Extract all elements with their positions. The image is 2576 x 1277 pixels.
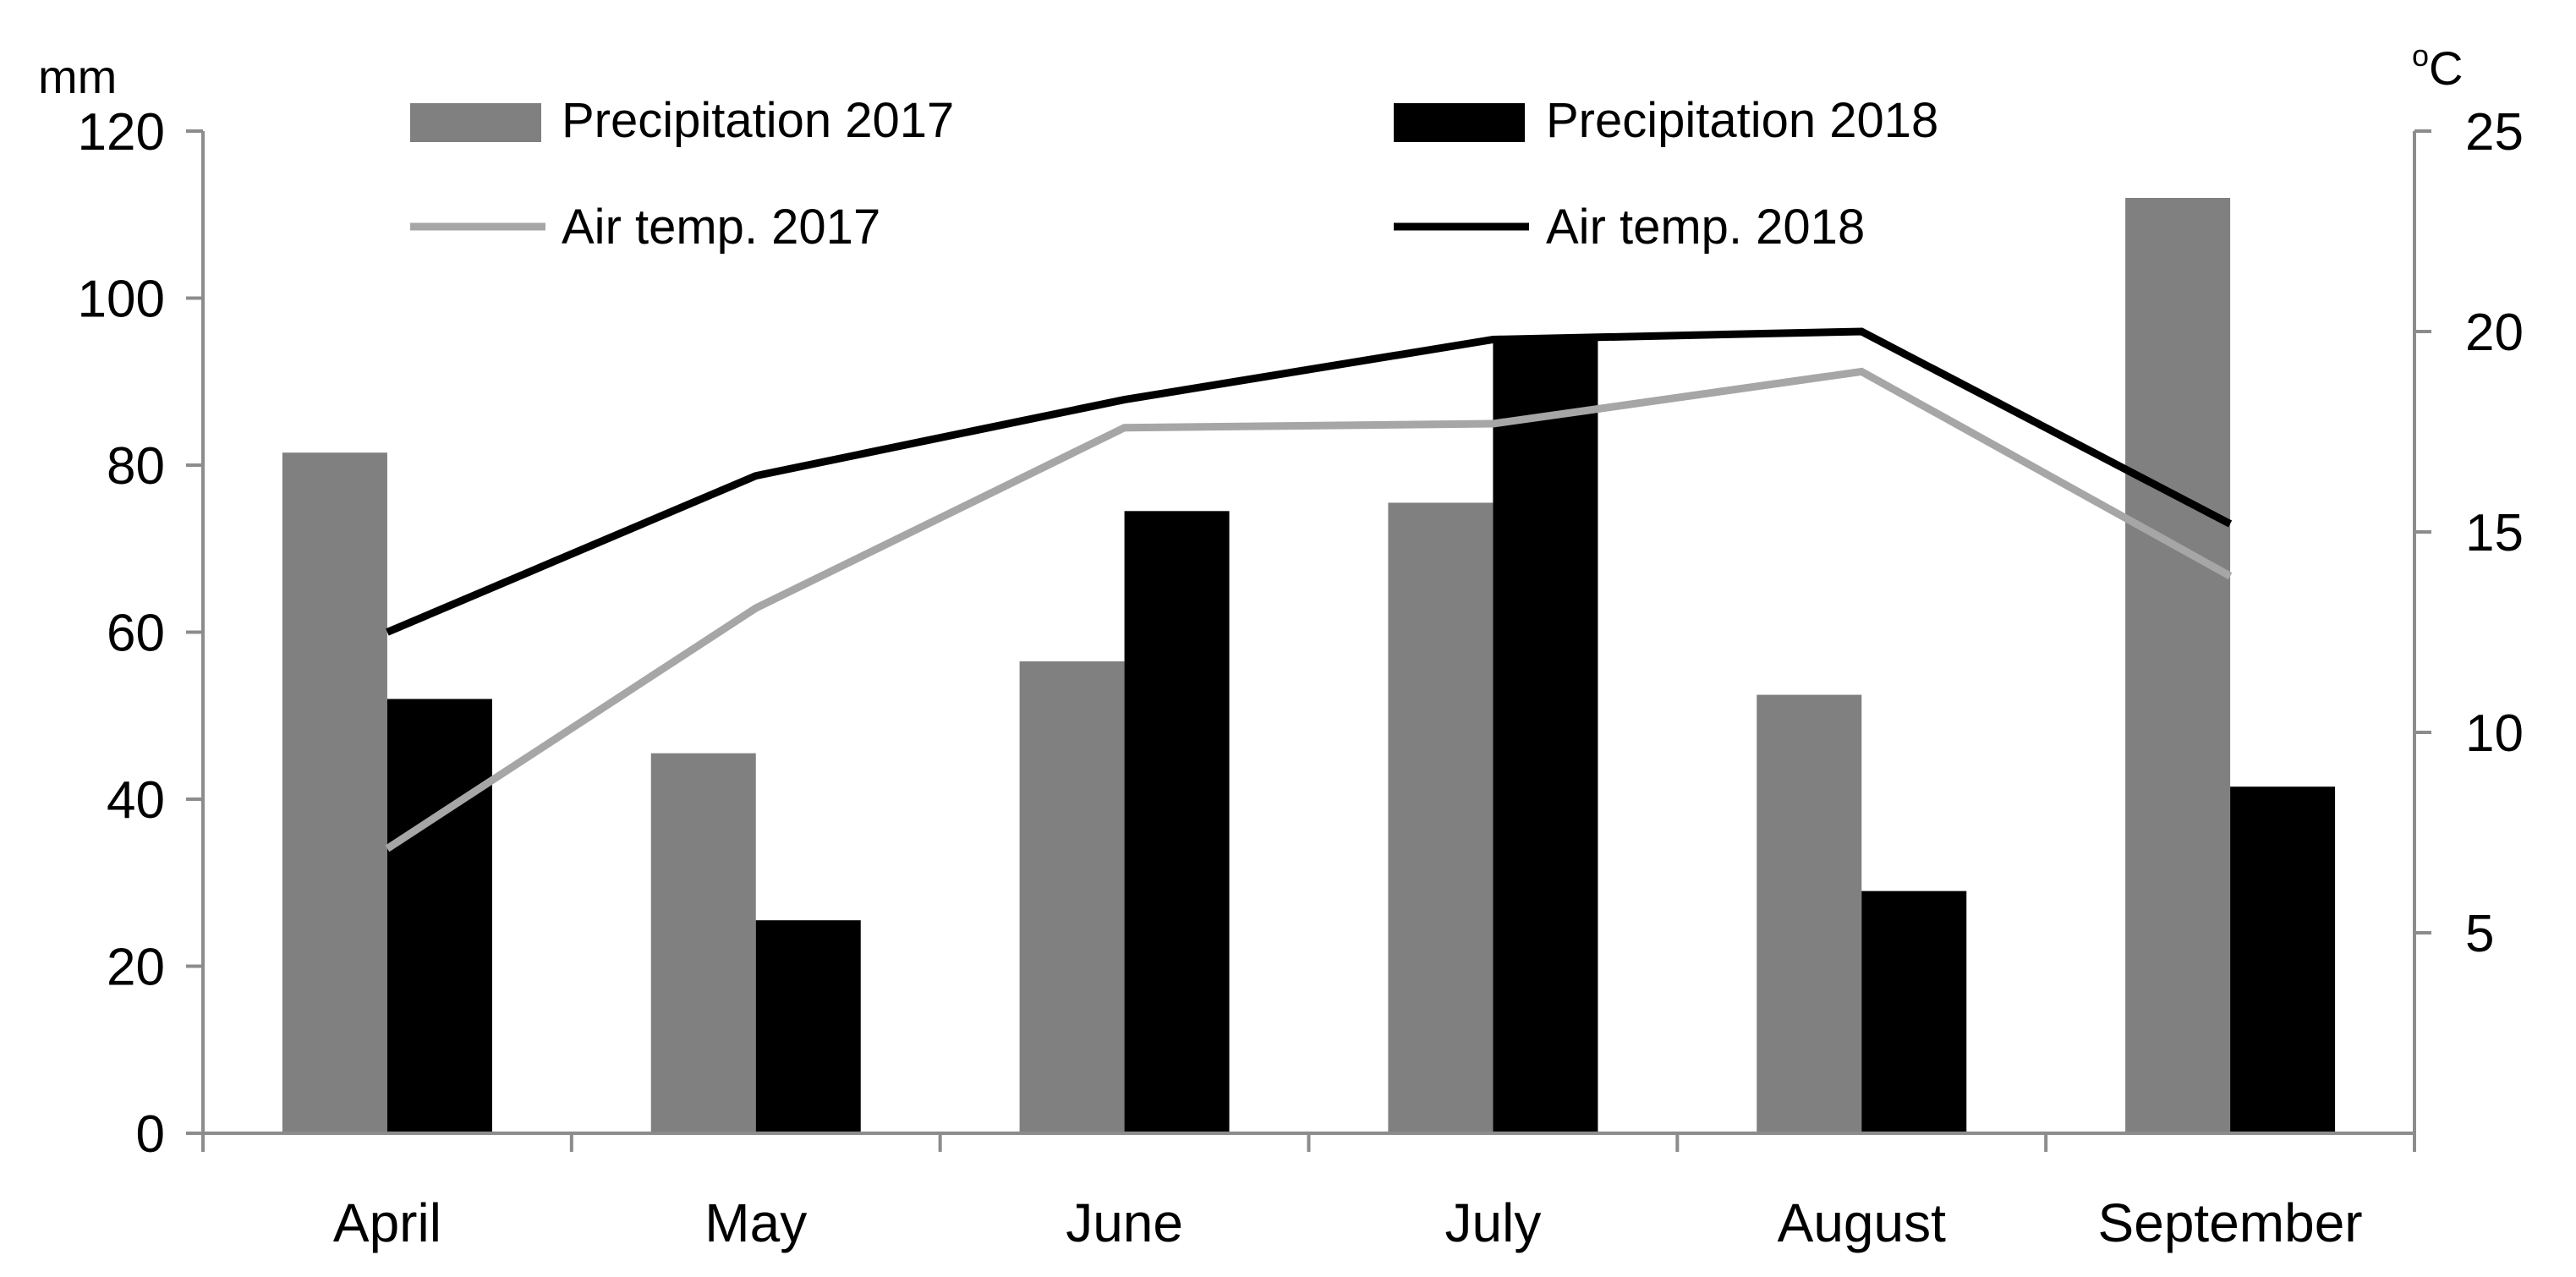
axes-layer: 0 20 40 60 80 100 120 5 10 15 20 25 April May June July… — [78, 103, 2524, 1253]
legend: Precipitation 2017 Precipitation 2018 Ai… — [410, 93, 1938, 255]
category-label-april: April — [333, 1192, 441, 1253]
left-tick-label: 60 — [107, 605, 165, 663]
legend-swatch-precip-2018 — [1394, 103, 1525, 142]
legend-label-temp-2018: Air temp. 2018 — [1546, 200, 1865, 255]
right-axis-unit: oC — [2412, 38, 2463, 95]
bar-precipitation-2018-april — [386, 699, 492, 1133]
right-tick-label: 5 — [2465, 905, 2494, 963]
left-tick-label: 80 — [107, 437, 165, 496]
left-tick-label: 0 — [136, 1105, 165, 1164]
legend-swatch-precip-2017 — [410, 103, 541, 142]
right-tick-label: 25 — [2465, 103, 2524, 162]
category-label-july: July — [1445, 1192, 1542, 1253]
bar-precipitation-2017-may — [650, 753, 756, 1133]
line-air-temp-2017 — [385, 367, 2233, 852]
bar-precipitation-2017-june — [1019, 661, 1125, 1133]
line-air-temp-2018 — [386, 327, 2233, 636]
bar-precipitation-2017-september — [2125, 198, 2231, 1133]
degree-superscript: o — [2412, 38, 2429, 73]
category-label-august: August — [1778, 1192, 1946, 1253]
right-tick-label: 20 — [2465, 304, 2524, 362]
bar-precipitation-2018-may — [755, 920, 861, 1133]
bar-precipitation-2017-august — [1757, 694, 1862, 1133]
bar-precipitation-2018-june — [1124, 511, 1230, 1133]
lines-layer — [385, 327, 2233, 852]
left-tick-label: 120 — [78, 103, 165, 162]
bar-precipitation-2017-july — [1388, 502, 1494, 1133]
left-tick-label: 40 — [107, 771, 165, 830]
category-label-june: June — [1066, 1192, 1183, 1253]
right-tick-label: 10 — [2465, 704, 2524, 763]
bar-precipitation-2017-april — [282, 452, 387, 1133]
left-tick-label: 100 — [78, 271, 165, 329]
bar-precipitation-2018-august — [1861, 891, 1967, 1133]
legend-label-precip-2017: Precipitation 2017 — [562, 93, 954, 148]
legend-label-temp-2017: Air temp. 2017 — [562, 200, 880, 255]
right-tick-label: 15 — [2465, 504, 2524, 562]
left-axis-unit: mm — [38, 50, 117, 103]
bar-precipitation-2018-september — [2230, 786, 2336, 1133]
left-tick-label: 20 — [107, 939, 165, 997]
legend-label-precip-2018: Precipitation 2018 — [1546, 93, 1938, 148]
category-label-may: May — [704, 1192, 807, 1253]
bar-precipitation-2018-july — [1493, 339, 1598, 1133]
bars-layer — [282, 198, 2336, 1133]
category-label-september: September — [2098, 1192, 2363, 1253]
celsius-letter: C — [2429, 41, 2463, 95]
